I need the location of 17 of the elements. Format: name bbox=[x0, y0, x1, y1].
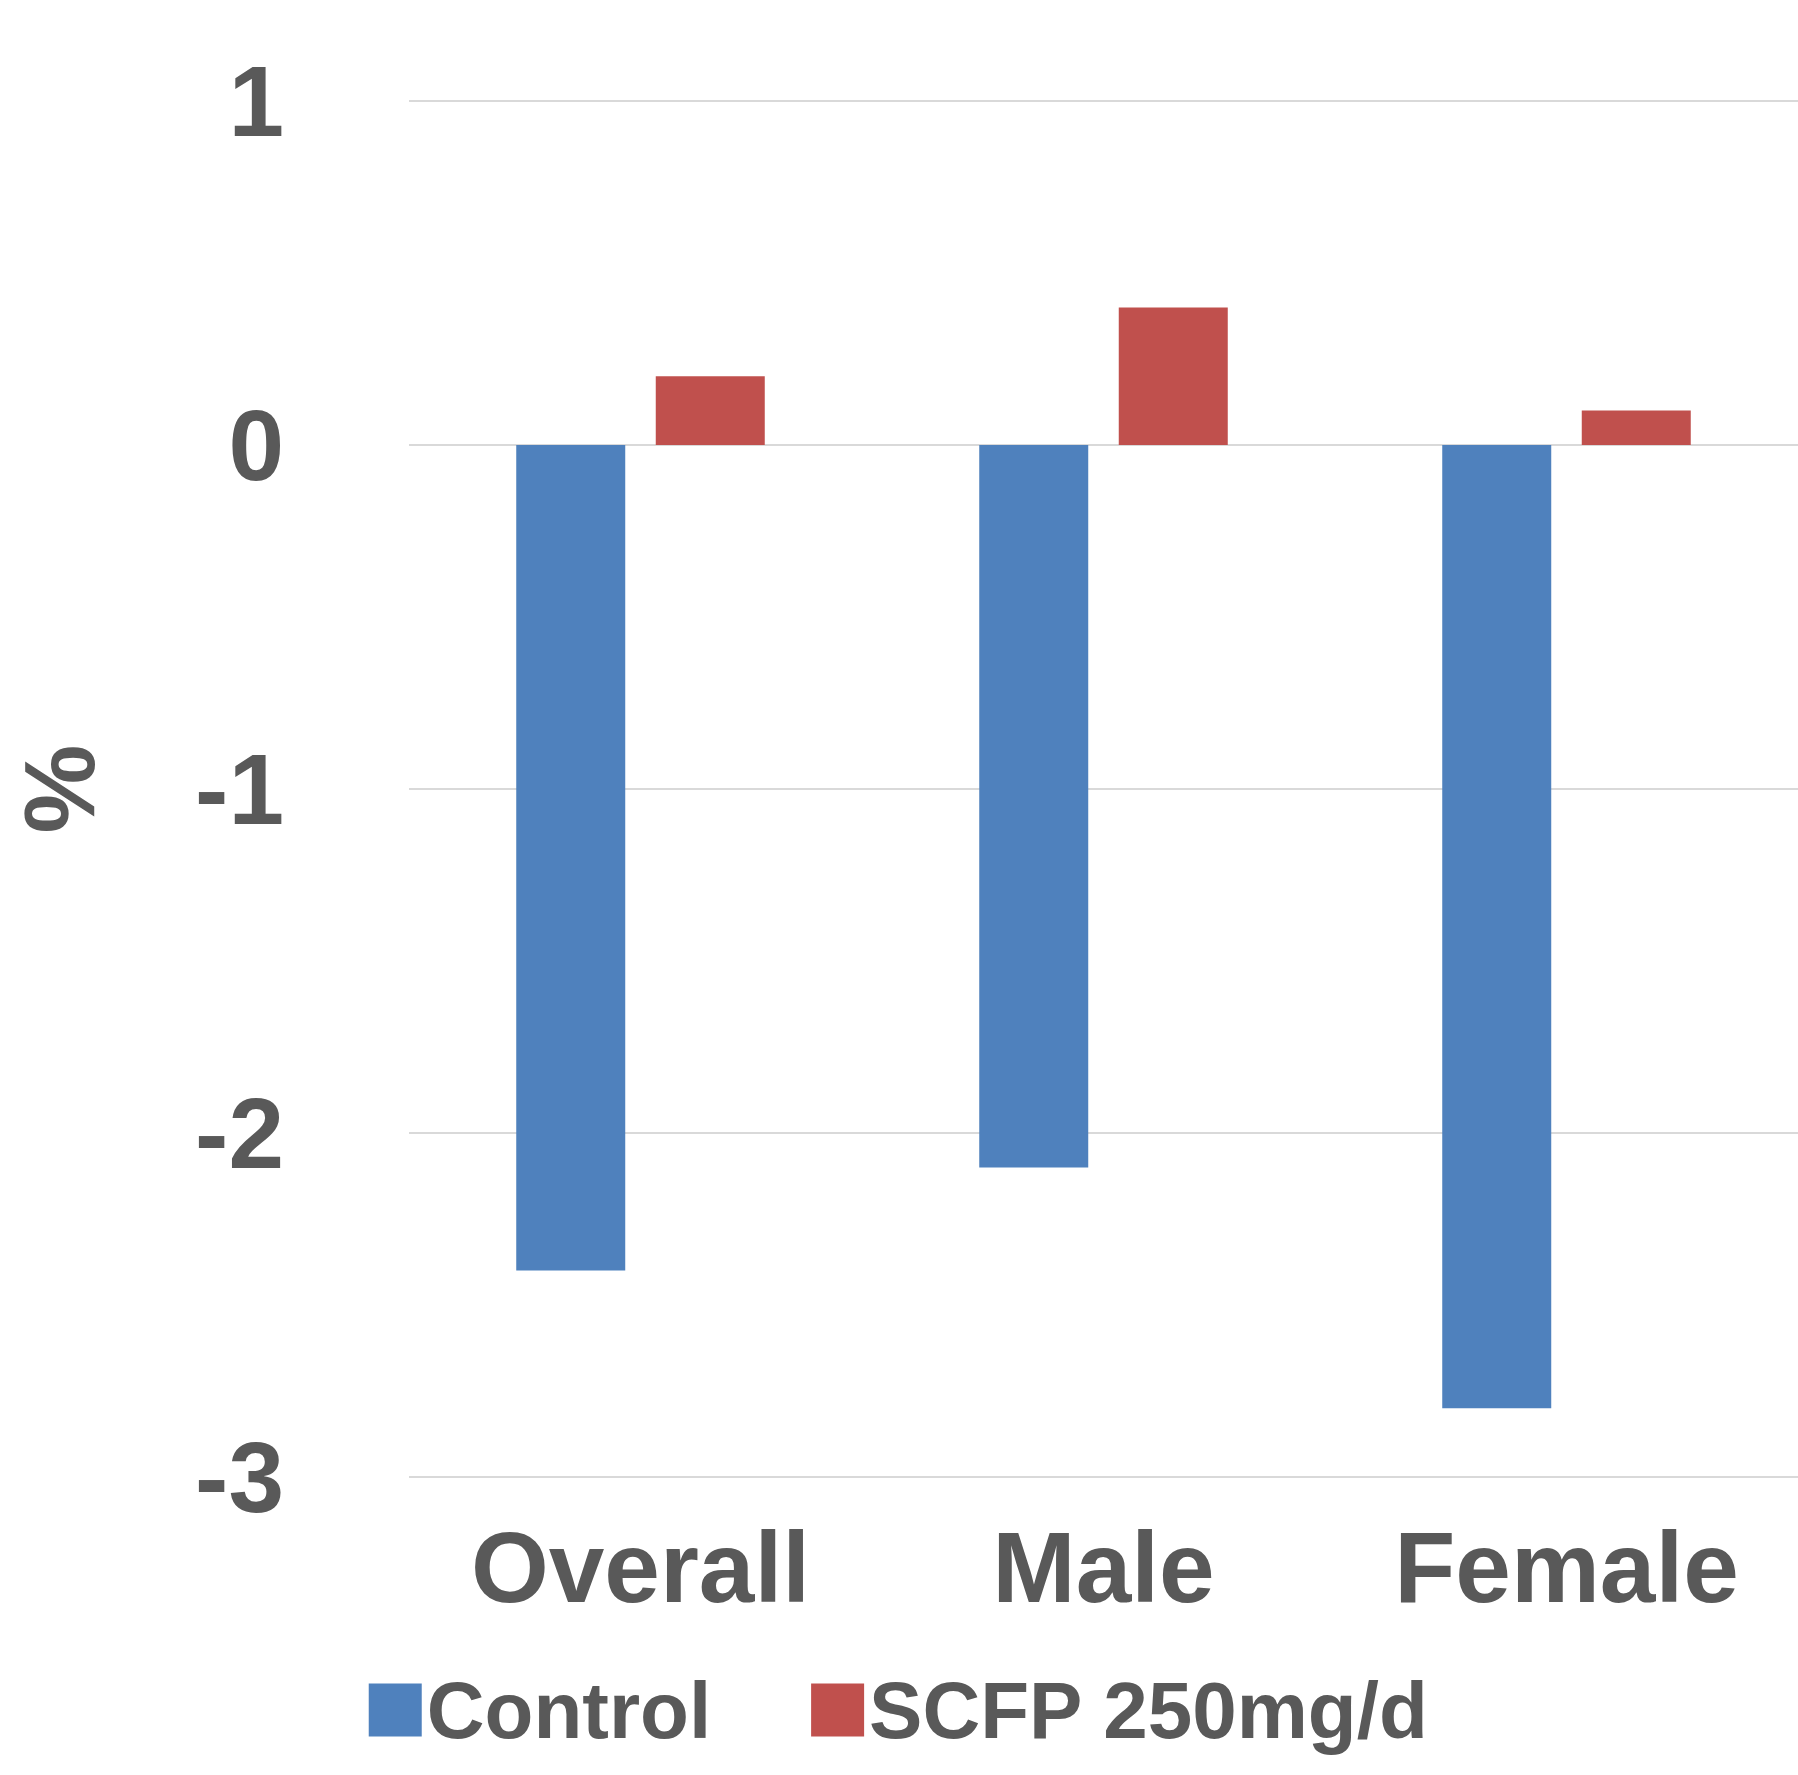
bar bbox=[655, 376, 765, 445]
x-tick-label: Overall bbox=[470, 1511, 811, 1623]
y-tick-label: -1 bbox=[195, 733, 284, 845]
bar bbox=[1118, 307, 1228, 445]
y-axis-title: % bbox=[3, 744, 115, 834]
x-tick-label: Male bbox=[992, 1511, 1215, 1623]
bar bbox=[516, 445, 626, 1271]
y-tick-label: 1 bbox=[228, 45, 284, 157]
y-tick-label: -2 bbox=[195, 1077, 284, 1189]
bar bbox=[979, 445, 1089, 1168]
y-tick-label: -3 bbox=[195, 1421, 284, 1533]
legend-label: Control bbox=[426, 1665, 712, 1755]
bar bbox=[1581, 410, 1691, 445]
bar bbox=[1442, 445, 1552, 1409]
x-tick-label: Female bbox=[1394, 1511, 1739, 1623]
y-tick-label: 0 bbox=[228, 389, 284, 501]
legend-label: SCFP 250mg/d bbox=[869, 1665, 1428, 1755]
